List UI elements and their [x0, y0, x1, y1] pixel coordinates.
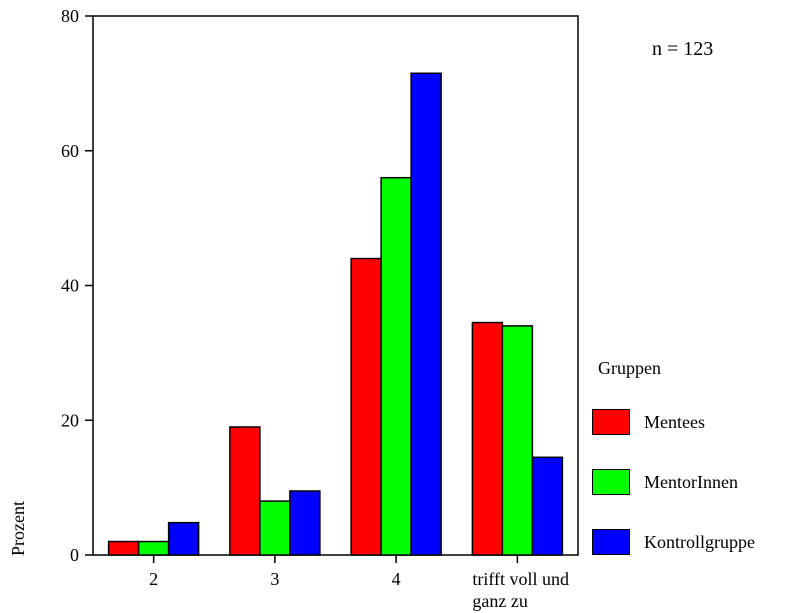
legend-item-kontrollgruppe: Kontrollgruppe [592, 529, 755, 555]
legend-swatch-mentorinnen [592, 469, 630, 495]
legend-label-mentees: Mentees [644, 411, 705, 432]
bar-mentees-trifft-voll-und-ganz-zu [471, 321, 504, 556]
bar-kontrollgruppe-2 [167, 521, 200, 556]
bar-kontrollgruppe-4 [410, 72, 442, 556]
bar-mentees-4 [350, 257, 382, 556]
x-tick-label: trifft voll und ganz zu [472, 569, 569, 611]
x-tick-label: 2 [149, 569, 158, 589]
y-tick-label: 60 [61, 141, 79, 161]
bar-mentees-2 [107, 540, 140, 556]
legend-label-mentorinnen: MentorInnen [644, 471, 738, 492]
y-tick-label: 80 [61, 6, 79, 26]
legend-title: Gruppen [598, 358, 661, 378]
y-tick-label: 0 [70, 545, 79, 565]
x-tick-label: 4 [392, 569, 401, 589]
bar-mentorinnen-trifft-voll-und-ganz-zu [501, 325, 534, 556]
bar-mentees-3 [229, 426, 261, 556]
bar-kontrollgruppe-3 [289, 490, 321, 556]
legend-label-kontrollgruppe: Kontrollgruppe [644, 531, 755, 552]
sample-size-annotation: n = 123 [652, 38, 714, 60]
x-tick-label: 3 [270, 569, 279, 589]
bar-kontrollgruppe-trifft-voll-und-ganz-zu [531, 456, 564, 556]
bar-mentorinnen-2 [137, 540, 170, 556]
y-axis-label: Prozent [8, 501, 28, 556]
y-tick-label: 20 [61, 410, 79, 430]
legend-item-mentorinnen: MentorInnen [592, 469, 738, 495]
legend-swatch-mentees [592, 409, 630, 435]
legend-swatch-kontrollgruppe [592, 529, 630, 555]
legend-item-mentees: Mentees [592, 409, 705, 435]
bar-mentorinnen-3 [259, 500, 291, 556]
bar-mentorinnen-4 [380, 176, 412, 556]
y-tick-label: 40 [61, 276, 79, 296]
